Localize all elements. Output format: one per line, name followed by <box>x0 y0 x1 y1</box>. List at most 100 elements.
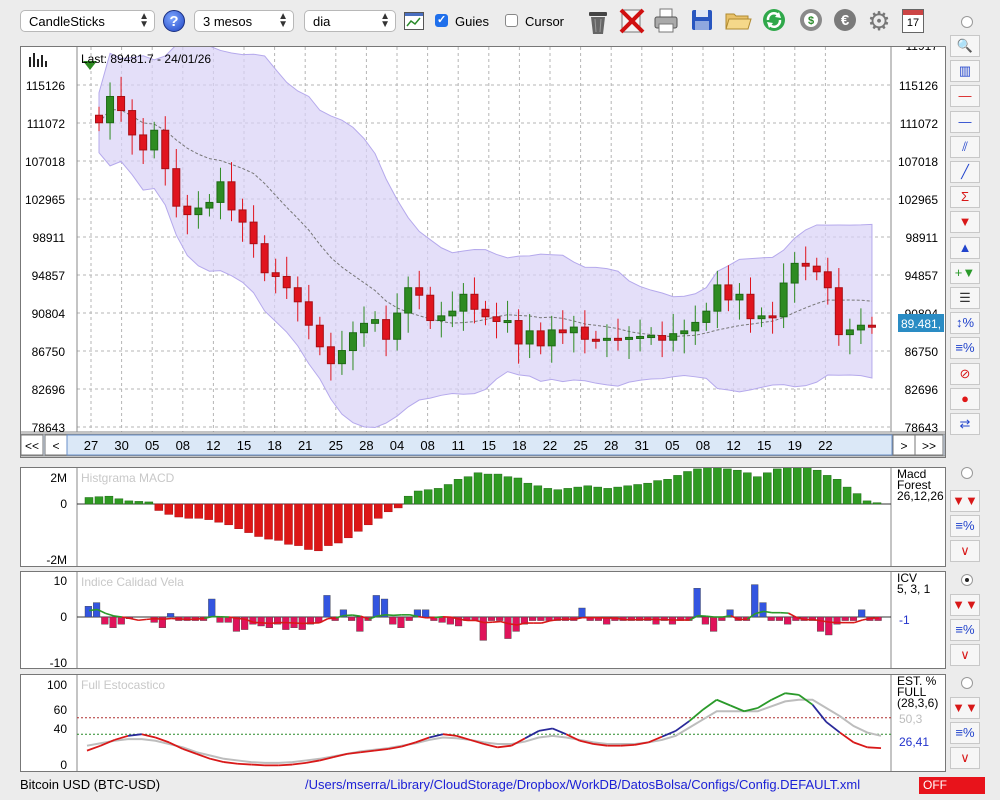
macd-bar <box>653 480 662 505</box>
nav-button-3[interactable]: >> <box>914 434 944 456</box>
swap-button[interactable]: ⇄ <box>950 413 980 435</box>
record-button[interactable]: ● <box>950 387 980 410</box>
print-icon[interactable] <box>652 6 680 36</box>
trend-line-button[interactable]: ╱ <box>950 161 980 183</box>
percent-lines-button[interactable]: ≡% <box>950 337 980 360</box>
help-button[interactable]: ? <box>163 10 185 32</box>
add-arrows-button[interactable]: ▼▼ <box>950 594 980 616</box>
chart-type-select[interactable]: CandleSticks ▲ ▼ <box>20 10 155 32</box>
icv-bar <box>405 616 413 621</box>
stoch-k-line <box>127 733 142 737</box>
calendar-icon[interactable]: 17 <box>902 9 924 33</box>
stochastic-panel-radio[interactable] <box>961 677 973 689</box>
x-tick: 08 <box>420 438 434 453</box>
interval-select[interactable]: dia ▲ ▼ <box>304 10 396 32</box>
stoch-curve-button[interactable]: ∨ <box>950 644 980 666</box>
macd-panel[interactable]: Histgrama MACD 2M 0 -2M Macd Forest 26,12,26 <box>20 466 946 567</box>
nav-button-2[interactable]: > <box>892 434 916 456</box>
chart-window-icon[interactable] <box>404 12 424 30</box>
stop-button[interactable]: ⊘ <box>950 362 980 385</box>
percent-lines-button[interactable]: ≡% <box>950 722 980 744</box>
stoch-curve-button[interactable]: ∨ <box>950 747 980 769</box>
horizontal-line-red-button[interactable]: — <box>950 85 980 108</box>
candle-body <box>271 272 280 277</box>
nav-button-0[interactable]: << <box>20 434 44 456</box>
candle-body <box>680 330 689 335</box>
arrow-down-button[interactable]: ▼ <box>950 211 980 234</box>
stoch-k-line <box>730 704 745 713</box>
price-chart-panel[interactable]: Last: 89481.7 - 24/01/26 115126 115126 1110… <box>20 39 946 458</box>
macd-bar <box>453 479 463 505</box>
candle-body <box>470 293 479 310</box>
refresh-icon[interactable] <box>760 6 788 36</box>
percent-zoom-button[interactable]: ↕% <box>950 312 980 335</box>
stoch-curve-button[interactable]: ∨ <box>950 540 980 562</box>
stoch-k-line <box>470 739 485 745</box>
percent-lines-button[interactable]: ≡% <box>950 619 980 641</box>
icv-bar <box>257 616 265 627</box>
stoch-y-tick: 0 <box>60 758 67 771</box>
euro-icon[interactable]: € <box>831 6 859 36</box>
off-indicator[interactable]: OFF <box>919 777 985 794</box>
stoch-k-line <box>565 733 581 742</box>
horizontal-line-blue-button[interactable]: — <box>950 110 980 133</box>
stochastic-panel[interactable]: Full Estocastico 100 60 40 0 EST. % FULL (28,3,… <box>20 674 946 772</box>
macd-bar <box>374 503 383 519</box>
add-arrows-button[interactable]: ▼▼ <box>950 697 980 719</box>
x-tick: 30 <box>114 438 128 453</box>
price-panel-radio[interactable] <box>961 16 973 28</box>
candle-body <box>238 209 247 223</box>
nav-button-1[interactable]: < <box>44 434 68 456</box>
percent-lines-button[interactable]: ≡% <box>950 515 980 537</box>
candle-body <box>260 243 269 274</box>
guides-checkbox[interactable] <box>435 13 448 27</box>
grid-lines-button[interactable]: ☰ <box>950 287 980 309</box>
arrow-up-button[interactable]: ▲ <box>950 236 980 259</box>
magnifier-button[interactable]: 🔍 <box>950 35 980 57</box>
stoch-k-line <box>579 739 594 745</box>
trash-icon[interactable] <box>584 6 612 36</box>
gear-icon[interactable]: ⚙ <box>867 6 891 36</box>
candle-body <box>161 129 170 170</box>
save-icon[interactable] <box>688 6 716 36</box>
icv-bar <box>833 616 841 625</box>
config-path-link[interactable]: /Users/mserra/Library/CloudStorage/Dropb… <box>305 777 861 792</box>
candle-body <box>856 324 865 331</box>
stoch-k-line <box>552 727 567 736</box>
candle-body <box>845 329 854 336</box>
add-arrows-button[interactable]: +▼ <box>950 261 980 284</box>
x-tick: 08 <box>696 438 710 453</box>
add-arrows-button[interactable]: ▼▼ <box>950 490 980 512</box>
candle-body <box>691 321 700 332</box>
icv-panel-radio[interactable] <box>961 574 973 586</box>
chart-type-button[interactable]: ▥ <box>950 60 980 83</box>
nav-button-label: < <box>52 439 59 453</box>
macd-bar <box>763 472 772 505</box>
icv-y-tick: -10 <box>50 656 68 668</box>
percent-lines-icon: ≡% <box>955 340 975 356</box>
stoch-k-line <box>839 731 855 744</box>
help-icon: ? <box>169 13 179 30</box>
stochastic-chart[interactable]: Full Estocastico 100 60 40 0 EST. %FULL(28,3,… <box>21 674 945 772</box>
delete-icon[interactable] <box>618 6 646 36</box>
icv-signal-line <box>418 615 427 619</box>
macd-bar <box>84 497 94 505</box>
channel-button[interactable]: ⫽ <box>950 135 980 158</box>
updown-chevron-icon: ▲ ▼ <box>380 11 390 30</box>
candle-body <box>558 329 567 334</box>
period-select[interactable]: 3 mesos ▲ ▼ <box>194 10 294 32</box>
macd-panel-radio[interactable] <box>961 467 973 479</box>
sigma-line-button[interactable]: Σ <box>950 186 980 209</box>
open-folder-icon[interactable] <box>724 6 752 36</box>
candle-body <box>724 284 733 301</box>
icv-panel[interactable]: Indice Calidad Vela 10 0 -10 ICV 5, 3, 1 -1 <box>20 571 946 670</box>
bar-mark <box>33 53 35 67</box>
percent-lines-icon: ≡% <box>955 518 975 533</box>
update-icon[interactable]: $ <box>797 6 825 36</box>
icv-bar <box>339 609 347 618</box>
macd-bar <box>513 477 523 505</box>
cursor-checkbox[interactable] <box>505 14 518 27</box>
